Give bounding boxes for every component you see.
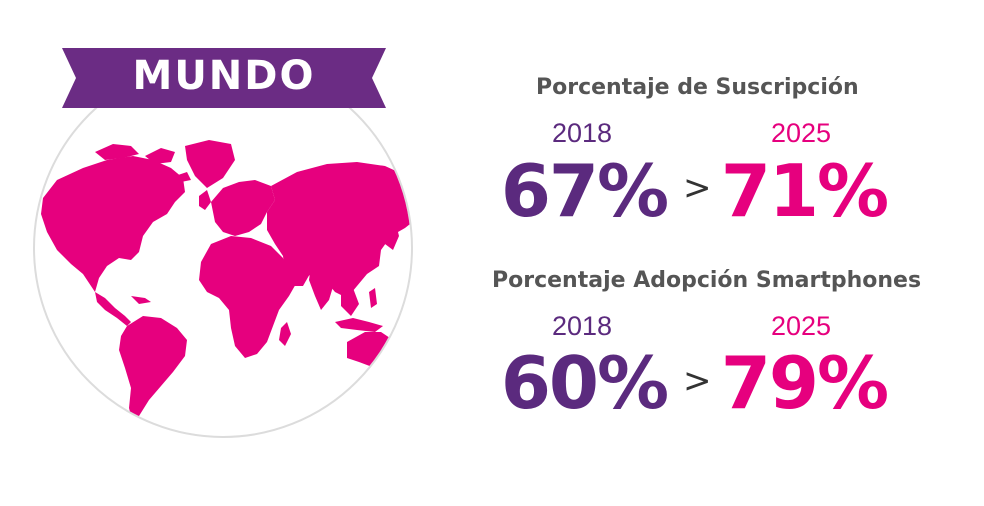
stat-heading-smartphones: Porcentaje Adopción Smartphones bbox=[492, 268, 922, 293]
ribbon-shape bbox=[62, 48, 386, 108]
stat-arrow: > bbox=[683, 168, 712, 208]
stat-arrow: > bbox=[683, 361, 712, 401]
stat-heading-subscription: Porcentaje de Suscripción bbox=[536, 75, 859, 100]
stat-to-value: 79% bbox=[720, 341, 889, 425]
world-map-icon bbox=[41, 140, 411, 424]
region-banner: MUNDO bbox=[62, 44, 386, 112]
stat-to-year: 2025 bbox=[770, 311, 832, 341]
stat-from-year: 2018 bbox=[551, 311, 613, 341]
stat-to-value: 71% bbox=[720, 149, 889, 233]
stat-from-value: 67% bbox=[500, 149, 669, 233]
world-globe bbox=[33, 58, 413, 438]
region-title: MUNDO bbox=[132, 53, 316, 99]
stat-to-year: 2025 bbox=[770, 118, 832, 148]
stat-from-value: 60% bbox=[500, 341, 669, 425]
stat-from-year: 2018 bbox=[551, 118, 613, 148]
